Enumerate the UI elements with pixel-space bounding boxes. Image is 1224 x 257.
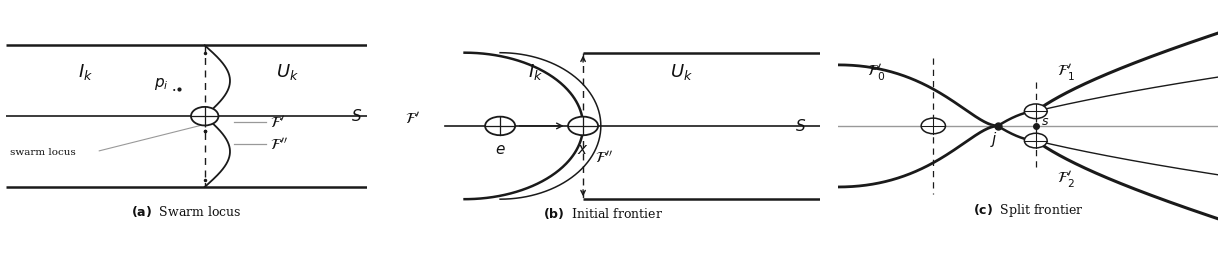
Text: $\mathcal{F}'$: $\mathcal{F}'$ bbox=[269, 114, 285, 131]
Text: $\mathbf{(a)}$  Swarm locus: $\mathbf{(a)}$ Swarm locus bbox=[131, 204, 242, 219]
Text: $U_k$: $U_k$ bbox=[277, 62, 299, 82]
Text: $S$: $S$ bbox=[794, 118, 805, 134]
Text: $s$: $s$ bbox=[1042, 115, 1049, 127]
Text: $\mathcal{F}''$: $\mathcal{F}''$ bbox=[269, 136, 288, 153]
Text: $e$: $e$ bbox=[494, 143, 506, 157]
Text: $\mathcal{F}_1'$: $\mathcal{F}_1'$ bbox=[1058, 62, 1075, 83]
Text: $\mathcal{F}'$: $\mathcal{F}'$ bbox=[405, 110, 420, 127]
Text: $S$: $S$ bbox=[351, 108, 362, 124]
Text: $\mathcal{F}_2'$: $\mathcal{F}_2'$ bbox=[1058, 169, 1075, 190]
Text: $x$: $x$ bbox=[578, 143, 589, 157]
Text: $\bullet$: $\bullet$ bbox=[171, 86, 176, 92]
Text: $\mathbf{(c)}$  Split frontier: $\mathbf{(c)}$ Split frontier bbox=[973, 202, 1083, 219]
Text: $\mathcal{F}_0'$: $\mathcal{F}_0'$ bbox=[868, 62, 885, 83]
Circle shape bbox=[1024, 133, 1048, 148]
Text: $p_i$: $p_i$ bbox=[154, 76, 169, 93]
Circle shape bbox=[568, 117, 599, 135]
Circle shape bbox=[485, 117, 515, 135]
Text: $I_k$: $I_k$ bbox=[78, 62, 93, 82]
Circle shape bbox=[1024, 104, 1048, 119]
Text: $\mathcal{F}''$: $\mathcal{F}''$ bbox=[595, 149, 613, 166]
Circle shape bbox=[191, 107, 218, 125]
Text: $j$: $j$ bbox=[990, 130, 998, 149]
Text: swarm locus: swarm locus bbox=[10, 148, 76, 157]
Circle shape bbox=[922, 118, 945, 134]
Text: $U_k$: $U_k$ bbox=[671, 62, 693, 82]
Text: $I_k$: $I_k$ bbox=[528, 62, 543, 82]
Text: $\mathbf{(b)}$  Initial frontier: $\mathbf{(b)}$ Initial frontier bbox=[542, 206, 663, 221]
